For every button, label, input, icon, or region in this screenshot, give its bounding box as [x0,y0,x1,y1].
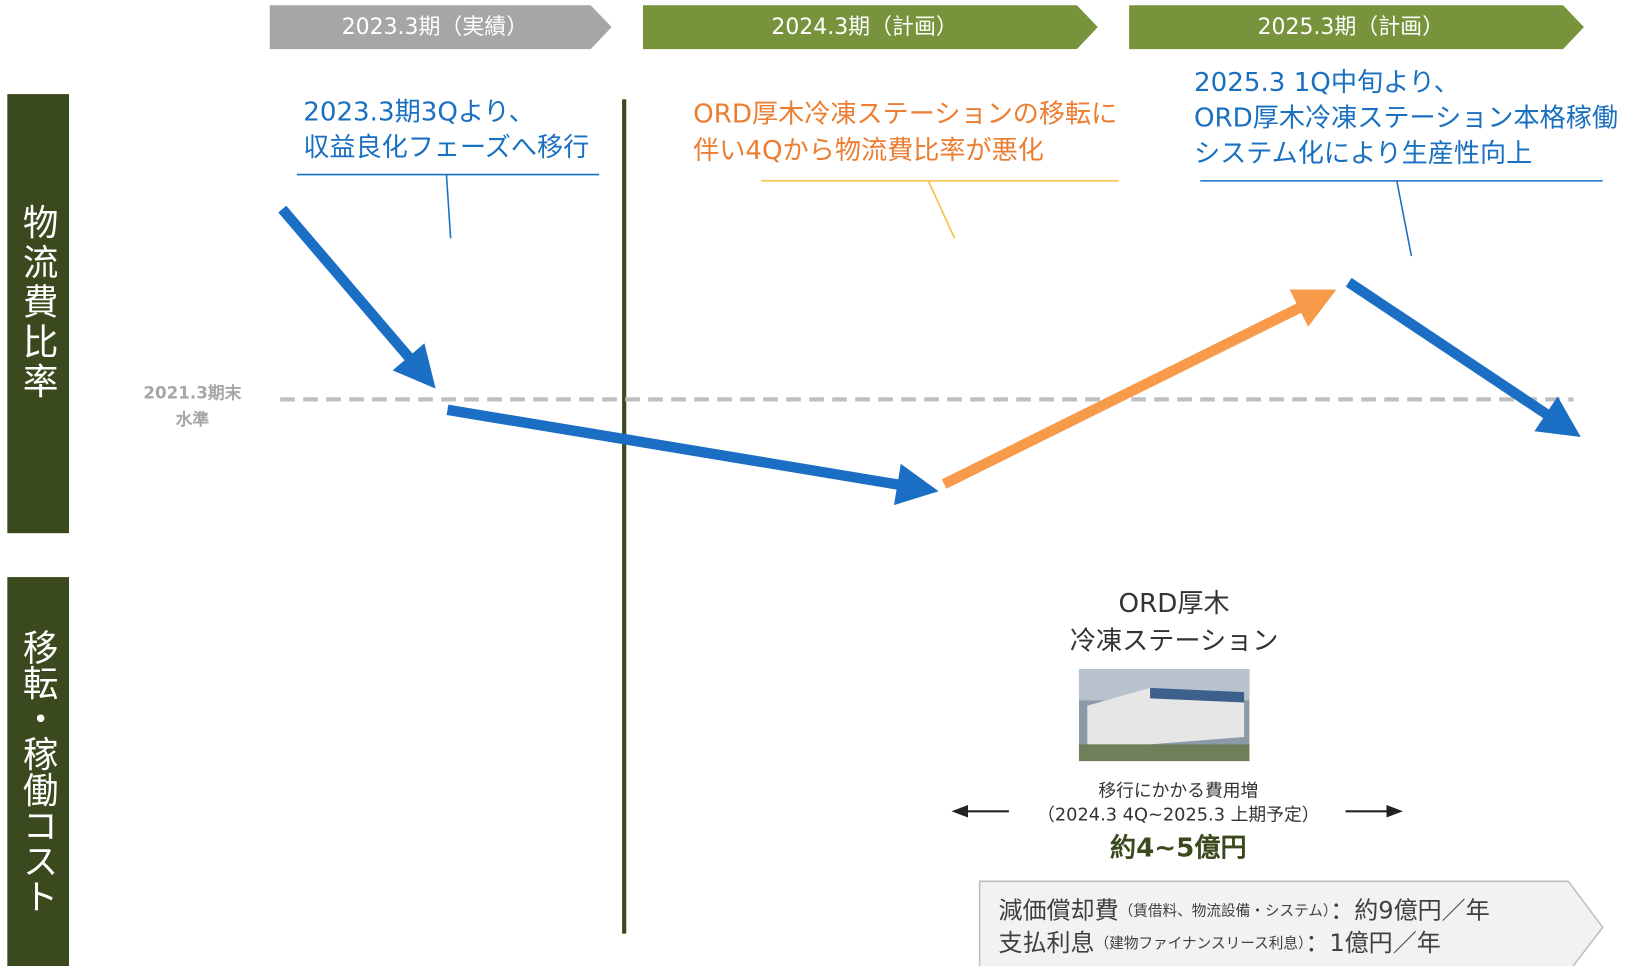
trend-arrow [1345,277,1581,437]
cost-period: （2024.3 4Q~2025.3 上期予定） [1037,804,1319,825]
facility-name: ORD厚木 [1119,589,1230,619]
period-chevron [1129,5,1584,50]
annotation: 2023.3期3Qより、 [303,97,535,127]
trend-arrow [446,404,939,506]
breakdown-item: 支払利息 [998,929,1094,957]
period-label: 2024.3期（計画） [771,15,957,40]
annotation: ORD厚木冷凍ステーションの移転に [693,100,1117,130]
breakdown-amount: ：1億円／年 [1305,929,1440,957]
annotation: システム化により生産性向上 [1194,139,1532,169]
trend-arrow [941,289,1337,489]
breakdown-row: 減価償却費（賃借料、物流設備・システム）：約9億円／年 [998,897,1489,925]
breakdown-box [978,880,1604,966]
breakdown-item: 減価償却費 [998,897,1118,925]
cost-amount: 約4~5億円 [1110,832,1247,863]
period-chevron [642,5,1098,50]
breakdown-detail: （建物ファイナンスリース利息） [1095,935,1306,952]
annotation: 2025.3 1Q中旬より、 [1194,68,1460,98]
facility-photo [1078,669,1250,762]
annotation: 収益良化フェーズへ移行 [303,133,589,163]
leaders [296,173,1603,257]
breakdown-detail: （賃借料、物流設備・システム） [1119,903,1331,920]
side-label: 移転・稼働コスト [17,629,58,913]
period-chevron [269,5,612,50]
period-label: 2023.3期（実績） [342,15,528,40]
facility-name: 冷凍ステーション [1070,626,1278,656]
baseline-label: 水準 [176,409,210,429]
period-label: 2025.3期（計画） [1258,15,1444,40]
annotation: 伴い4Qから物流費比率が悪化 [693,136,1044,166]
side-bar [7,577,70,966]
side-label: 物流費比率 [17,204,58,403]
side-bar [7,94,70,534]
cost-label: 移行にかかる費用増 [1098,780,1258,801]
breakdown-row: 支払利息（建物ファイナンスリース利息）：1億円／年 [998,929,1440,957]
baseline-label: 2021.3期末 [143,383,241,403]
annotation: ORD厚木冷凍ステーション本格稼働 [1194,104,1618,134]
breakdown-amount: ：約9億円／年 [1330,897,1489,925]
trend-arrow [278,205,436,389]
